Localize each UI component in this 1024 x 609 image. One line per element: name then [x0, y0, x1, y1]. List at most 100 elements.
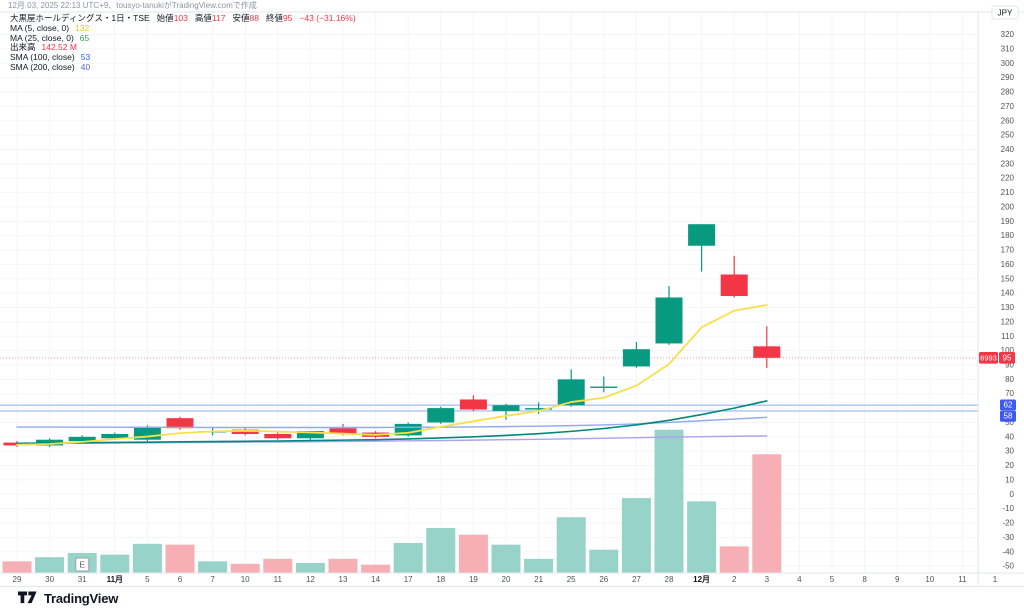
price-axis[interactable]: [978, 12, 1024, 573]
candle[interactable]: [688, 224, 716, 246]
date-tick-label: 2: [732, 575, 737, 584]
volume-bar[interactable]: [654, 429, 684, 573]
price-chart-canvas[interactable]: E320310300290280270260250240230220210200…: [0, 0, 1024, 586]
volume-bar[interactable]: [2, 561, 32, 573]
candle[interactable]: [264, 433, 292, 439]
price-tick-label: 240: [1001, 145, 1015, 154]
volume-bar[interactable]: [491, 544, 521, 573]
price-tick-label: 300: [1001, 59, 1015, 68]
legend-indicator-row[interactable]: SMA (200, close) 40: [10, 61, 356, 73]
candle[interactable]: [459, 399, 487, 410]
candle[interactable]: [394, 423, 422, 436]
candle[interactable]: [101, 433, 129, 439]
volume-bar[interactable]: [165, 544, 195, 573]
price-tick-label: 260: [1001, 116, 1015, 125]
legend-indicator-row[interactable]: MA (5, close, 0) 132: [10, 23, 356, 34]
date-tick-label: 11月: [107, 575, 123, 584]
date-tick-label: 8: [862, 575, 867, 584]
candle[interactable]: [427, 408, 455, 423]
price-tick-label: 270: [1001, 102, 1015, 111]
legend-indicator-row[interactable]: SMA (100, close) 53: [10, 52, 356, 63]
legend-indicator-row[interactable]: MA (25, close, 0) 65: [10, 32, 356, 44]
volume-bar[interactable]: [426, 528, 456, 573]
volume-bar[interactable]: [328, 558, 358, 573]
candle[interactable]: [655, 297, 683, 344]
indicator-value: 65: [79, 32, 90, 43]
date-tick-label: 5: [830, 575, 835, 584]
chart-legend: 大黒屋ホールディングス・1日・TSE 始値103 高値117 安値88 終値95…: [10, 13, 356, 73]
last-price-badge-text: 95: [1003, 353, 1012, 362]
symbol-title: 大黒屋ホールディングス・1日・TSE: [10, 13, 150, 23]
date-tick-label: 11: [274, 575, 283, 584]
low-label: 安値: [232, 13, 250, 23]
candle[interactable]: [68, 436, 96, 442]
indicator-value: 40: [80, 61, 91, 72]
ma-line-ma25[interactable]: [16, 400, 768, 445]
volume-bar[interactable]: [752, 454, 782, 573]
date-tick-label: 5: [145, 575, 150, 584]
volume-bar[interactable]: [458, 534, 488, 573]
volume-bar[interactable]: [719, 546, 749, 573]
time-axis[interactable]: [0, 573, 1024, 586]
volume-bar[interactable]: [556, 517, 586, 573]
candle[interactable]: [231, 429, 259, 434]
date-tick-label: 11: [958, 575, 967, 584]
earnings-marker[interactable]: [75, 557, 90, 572]
price-tick-label: 80: [1005, 375, 1014, 384]
price-tick-label: 320: [1001, 30, 1015, 39]
volume-bar[interactable]: [132, 543, 162, 573]
candle[interactable]: [525, 408, 553, 410]
volume-bar[interactable]: [589, 549, 619, 573]
volume-bar[interactable]: [230, 563, 260, 573]
volume-bar[interactable]: [295, 563, 325, 573]
last-price-badge: [999, 352, 1015, 364]
volume-bar[interactable]: [100, 554, 130, 573]
price-tick-label: 150: [1001, 274, 1015, 283]
hline-price-badge: [1000, 399, 1016, 411]
volume-bar[interactable]: [198, 561, 228, 573]
date-tick-label: 12月: [693, 575, 710, 584]
volume-bar[interactable]: [524, 558, 554, 573]
volume-bar[interactable]: [263, 558, 293, 573]
earnings-marker-label: E: [79, 560, 85, 570]
date-tick-label: 10: [925, 575, 934, 584]
candle[interactable]: [329, 428, 357, 434]
date-tick-label: 28: [665, 575, 674, 584]
price-tick-label: 40: [1005, 432, 1014, 441]
indicator-label: SMA (200, close): [10, 61, 75, 72]
brand-text[interactable]: TradingView: [44, 590, 119, 606]
volume-bar[interactable]: [393, 543, 423, 573]
date-tick-label: 18: [436, 575, 445, 584]
candle[interactable]: [720, 274, 748, 297]
candle[interactable]: [166, 418, 194, 429]
legend-symbol-row[interactable]: 大黒屋ホールディングス・1日・TSE 始値103 高値117 安値88 終値95…: [10, 13, 356, 24]
price-tick-label: 140: [1001, 289, 1015, 298]
ma-line-ma5[interactable]: [16, 304, 768, 446]
price-tick-label: 190: [1001, 217, 1015, 226]
volume-bar[interactable]: [621, 498, 651, 573]
hline-price-badge-text: 62: [1004, 401, 1013, 410]
currency-unit-box[interactable]: [991, 5, 1019, 20]
price-tick-label: 120: [1001, 317, 1015, 326]
date-tick-label: 3: [765, 575, 770, 584]
candle[interactable]: [492, 405, 520, 411]
footer-bar: TradingView: [0, 586, 1024, 609]
candle[interactable]: [296, 431, 324, 439]
price-tick-label: 50: [1005, 418, 1014, 427]
date-tick-label: 14: [371, 575, 380, 584]
hline-price-badge-text: 58: [1004, 412, 1013, 421]
date-tick-label: 10: [241, 575, 250, 584]
volume-bar[interactable]: [687, 501, 717, 573]
candle[interactable]: [753, 346, 781, 358]
tradingview-logo-icon[interactable]: [18, 591, 37, 605]
volume-bar[interactable]: [361, 564, 391, 573]
price-tick-label: 70: [1005, 389, 1014, 398]
candle[interactable]: [590, 386, 618, 388]
date-tick-label: 20: [502, 575, 511, 584]
legend-indicator-row[interactable]: 出来高 142.52 M: [10, 43, 356, 53]
date-tick-label: 4: [797, 575, 802, 584]
volume-bar[interactable]: [35, 557, 65, 573]
price-tick-label: 0: [1010, 490, 1015, 499]
candle[interactable]: [622, 349, 650, 367]
